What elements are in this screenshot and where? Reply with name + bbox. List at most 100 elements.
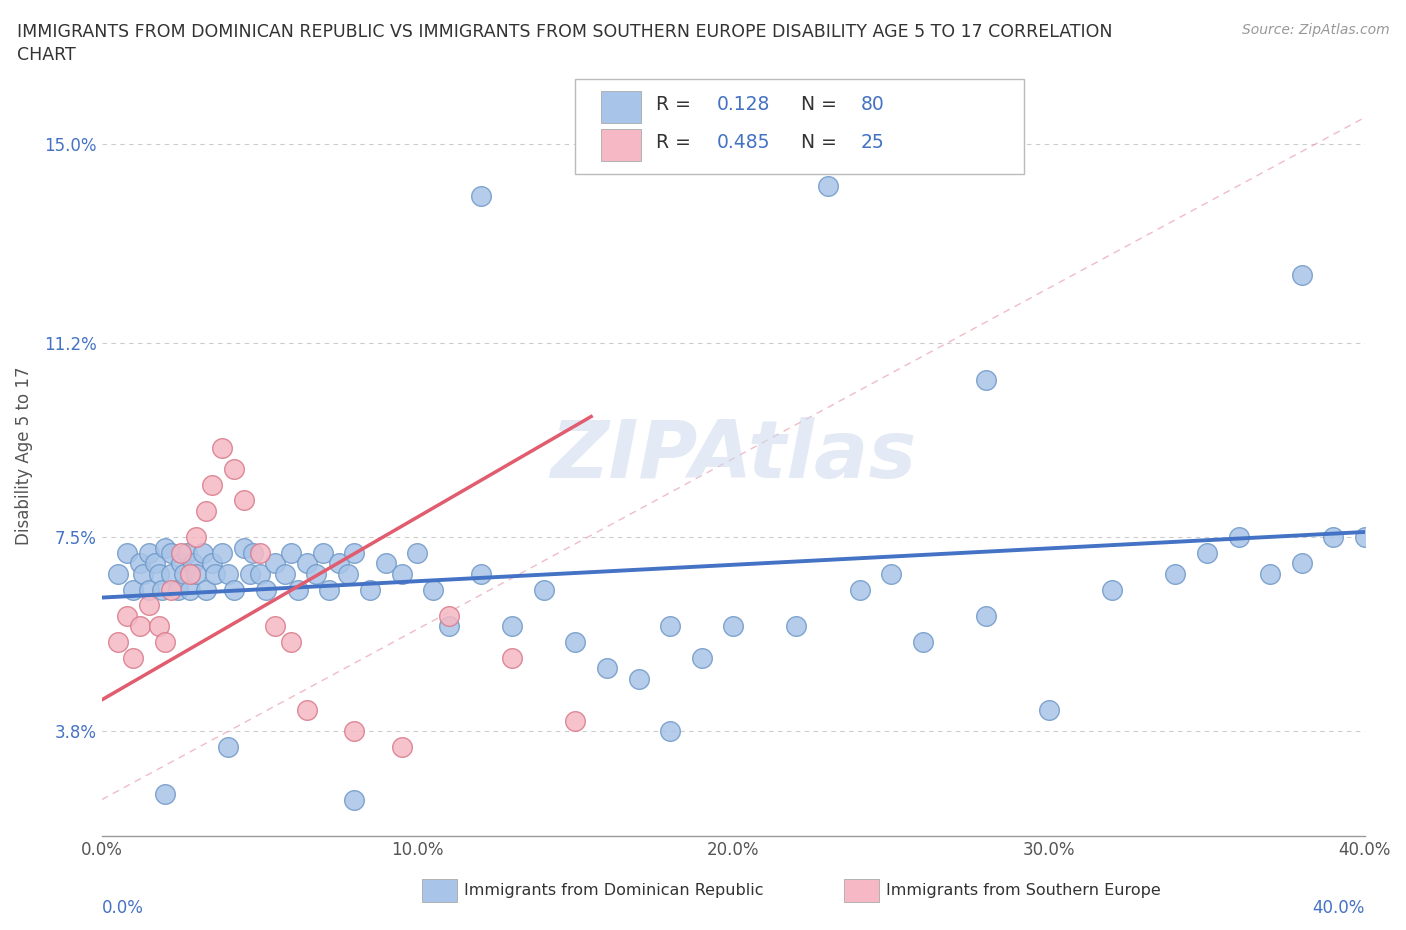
Point	[295, 556, 318, 571]
Text: 0.128: 0.128	[717, 95, 770, 113]
Point	[232, 540, 254, 555]
Point	[138, 598, 160, 613]
Point	[1227, 530, 1250, 545]
Point	[169, 546, 191, 561]
Point	[264, 619, 287, 634]
Point	[1101, 582, 1123, 597]
Text: R =: R =	[657, 133, 697, 152]
Point	[115, 546, 138, 561]
Point	[1354, 530, 1376, 545]
Text: Source: ZipAtlas.com: Source: ZipAtlas.com	[1241, 23, 1389, 37]
Point	[328, 556, 350, 571]
Point	[305, 566, 328, 581]
Point	[242, 546, 264, 561]
Point	[287, 582, 309, 597]
Point	[817, 179, 839, 193]
Point	[391, 566, 413, 581]
Point	[422, 582, 444, 597]
Point	[785, 619, 807, 634]
Point	[107, 566, 129, 581]
Point	[173, 566, 195, 581]
Point	[132, 566, 155, 581]
Point	[880, 566, 903, 581]
Point	[254, 582, 277, 597]
Point	[564, 635, 586, 650]
Point	[217, 566, 239, 581]
Point	[437, 619, 460, 634]
Point	[194, 503, 217, 518]
Text: N =: N =	[801, 133, 844, 152]
Point	[122, 650, 145, 665]
Text: 0.485: 0.485	[717, 133, 770, 152]
Point	[128, 556, 150, 571]
Point	[224, 461, 246, 476]
Point	[1164, 566, 1187, 581]
Bar	[600, 90, 641, 123]
Point	[501, 650, 523, 665]
Point	[659, 724, 682, 738]
Point	[848, 582, 870, 597]
Point	[343, 546, 366, 561]
Point	[1195, 546, 1218, 561]
Point	[160, 582, 183, 597]
Point	[280, 635, 302, 650]
Point	[318, 582, 340, 597]
Text: R =: R =	[657, 95, 697, 113]
Point	[107, 635, 129, 650]
Point	[153, 540, 176, 555]
Point	[470, 189, 492, 204]
Point	[723, 619, 745, 634]
FancyBboxPatch shape	[575, 79, 1024, 174]
Text: 80: 80	[860, 95, 884, 113]
Point	[343, 724, 366, 738]
Point	[160, 566, 183, 581]
Point	[249, 566, 271, 581]
Text: N =: N =	[801, 95, 844, 113]
Point	[627, 671, 650, 686]
Point	[138, 546, 160, 561]
Point	[274, 566, 297, 581]
Point	[115, 608, 138, 623]
Point	[160, 546, 183, 561]
Point	[280, 546, 302, 561]
Point	[201, 477, 224, 492]
Y-axis label: Disability Age 5 to 17: Disability Age 5 to 17	[15, 366, 32, 545]
Point	[153, 635, 176, 650]
Point	[337, 566, 360, 581]
Point	[1322, 530, 1344, 545]
Point	[166, 582, 188, 597]
Point	[186, 530, 208, 545]
Point	[470, 566, 492, 581]
Point	[153, 787, 176, 802]
Point	[194, 582, 217, 597]
Point	[148, 619, 170, 634]
Point	[359, 582, 381, 597]
Point	[501, 619, 523, 634]
Text: 0.0%: 0.0%	[101, 898, 143, 917]
Point	[217, 739, 239, 754]
Point	[974, 372, 997, 387]
Text: ZIPAtlas: ZIPAtlas	[550, 417, 917, 495]
Point	[224, 582, 246, 597]
Text: CHART: CHART	[17, 46, 76, 64]
Point	[974, 608, 997, 623]
Point	[533, 582, 555, 597]
Point	[343, 792, 366, 807]
Point	[150, 582, 173, 597]
Point	[128, 619, 150, 634]
Point	[911, 635, 934, 650]
Point	[564, 713, 586, 728]
Point	[186, 566, 208, 581]
Point	[391, 739, 413, 754]
Point	[1038, 703, 1060, 718]
Bar	[600, 128, 641, 161]
Point	[690, 650, 713, 665]
Point	[181, 556, 204, 571]
Point	[312, 546, 335, 561]
Point	[169, 556, 191, 571]
Point	[179, 582, 201, 597]
Point	[437, 608, 460, 623]
Point	[239, 566, 262, 581]
Text: 25: 25	[860, 133, 884, 152]
Point	[201, 556, 224, 571]
